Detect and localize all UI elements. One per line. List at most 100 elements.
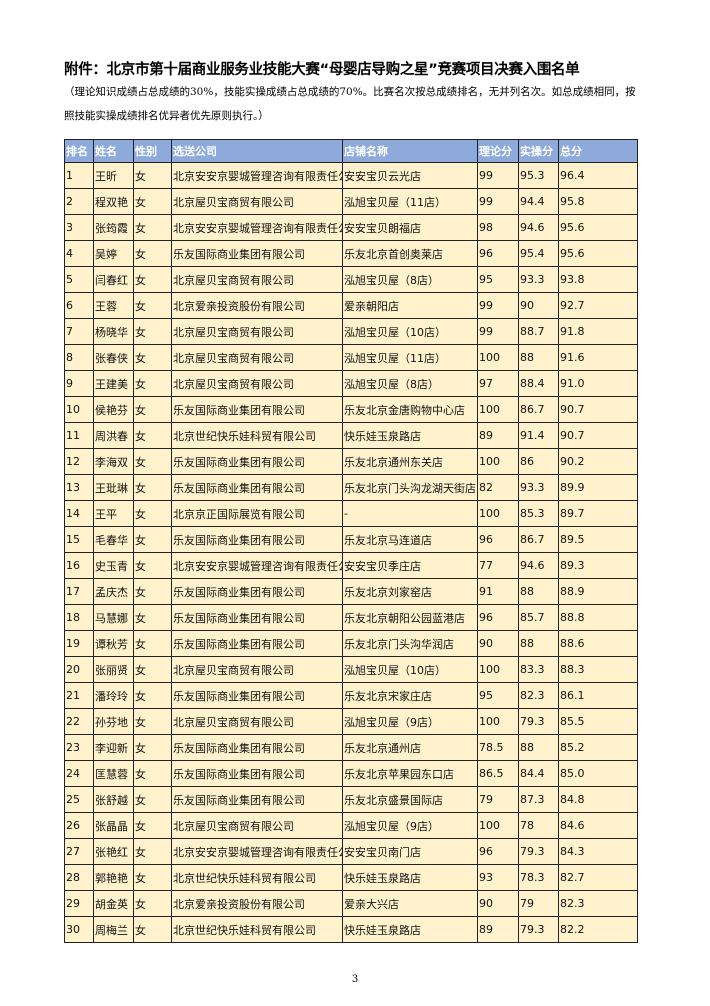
table-row: 9 王建美女北京屋贝宝商贸有限公司 泓旭宝贝屋（8店） 97 88.4 91.0 <box>64 370 638 397</box>
table-row: 16 史玉青女北京安安京婴城管理咨询有限责任公司 安安宝贝季庄店 77 94.6 89.3 <box>64 552 638 579</box>
cell-company: 北京屋贝宝商贸有限公司 <box>171 318 343 345</box>
cell-rank: 2 <box>64 188 94 215</box>
cell-practice-score: 88 <box>518 630 559 657</box>
table-row: 10 侯艳芬女乐友国际商业集团有限公司 乐友北京金唐购物中心店 100 86.7 90.7 <box>64 396 638 423</box>
cell-store: 乐友北京盛景国际店 <box>342 786 478 813</box>
cell-rank: 1 <box>64 162 94 189</box>
cell-store: 乐友北京金唐购物中心店 <box>342 396 478 423</box>
cell-total-score: 88.3 <box>558 656 638 683</box>
cell-practice-score: 87.3 <box>518 786 559 813</box>
table-row: 25 张舒越女乐友国际商业集团有限公司 乐友北京盛景国际店 79 87.3 84.8 <box>64 786 638 813</box>
cell-name: 潘玲玲 <box>93 682 134 709</box>
cell-gender: 女 <box>133 812 172 839</box>
column-header-store: 店铺名称 <box>342 139 478 163</box>
cell-gender: 女 <box>133 708 172 735</box>
cell-practice-score: 88.4 <box>518 370 559 397</box>
cell-gender: 女 <box>133 292 172 319</box>
cell-company: 北京屋贝宝商贸有限公司 <box>171 656 343 683</box>
cell-rank: 11 <box>64 422 94 449</box>
cell-theory-score: 82 <box>477 474 519 501</box>
cell-gender: 女 <box>133 448 172 475</box>
cell-total-score: 90.2 <box>558 448 638 475</box>
table-row: 23 李迎新女乐友国际商业集团有限公司 乐友北京通州店 78.5 88 85.2 <box>64 734 638 761</box>
cell-gender: 女 <box>133 500 172 527</box>
cell-company: 乐友国际商业集团有限公司 <box>171 734 343 761</box>
cell-theory-score: 100 <box>477 708 519 735</box>
cell-practice-score: 94.4 <box>518 188 559 215</box>
cell-theory-score: 93 <box>477 864 519 891</box>
cell-gender: 女 <box>133 396 172 423</box>
cell-company: 乐友国际商业集团有限公司 <box>171 682 343 709</box>
cell-name: 张舒越 <box>93 786 134 813</box>
cell-total-score: 91.8 <box>558 318 638 345</box>
cell-store: 泓旭宝贝屋（8店） <box>342 266 478 293</box>
cell-company: 乐友国际商业集团有限公司 <box>171 760 343 787</box>
table-row: 24 匡慧蓉女乐友国际商业集团有限公司 乐友北京苹果园东口店 86.5 84.4 85.0 <box>64 760 638 787</box>
cell-rank: 9 <box>64 370 94 397</box>
cell-theory-score: 90 <box>477 890 519 917</box>
cell-total-score: 88.6 <box>558 630 638 657</box>
cell-company: 北京安安京婴城管理咨询有限责任公司 <box>171 838 343 865</box>
cell-company: 北京屋贝宝商贸有限公司 <box>171 344 343 371</box>
table-row: 13 王玭琳女乐友国际商业集团有限公司 乐友北京门头沟龙湖天街店 82 93.3 89.9 <box>64 474 638 501</box>
column-header-practice-score: 实操分 <box>518 139 559 163</box>
cell-theory-score: 96 <box>477 604 519 631</box>
cell-rank: 12 <box>64 448 94 475</box>
cell-name: 王昕 <box>93 162 134 189</box>
cell-theory-score: 99 <box>477 162 519 189</box>
cell-company: 北京世纪快乐娃科贸有限公司 <box>171 422 343 449</box>
cell-total-score: 85.0 <box>558 760 638 787</box>
cell-practice-score: 86.7 <box>518 526 559 553</box>
table-row: 8 张春侠女北京屋贝宝商贸有限公司 泓旭宝贝屋（11店） 100 88 91.6 <box>64 344 638 371</box>
cell-practice-score: 88 <box>518 344 559 371</box>
cell-rank: 25 <box>64 786 94 813</box>
cell-theory-score: 99 <box>477 318 519 345</box>
cell-store: 乐友北京马连道店 <box>342 526 478 553</box>
cell-rank: 10 <box>64 396 94 423</box>
cell-rank: 3 <box>64 214 94 241</box>
cell-store: 泓旭宝贝屋（9店） <box>342 812 478 839</box>
cell-name: 王平 <box>93 500 134 527</box>
table-header-row: 排名 姓名 性别 选送公司 店铺名称 理论分 实操分 总分 <box>64 139 638 163</box>
cell-rank: 21 <box>64 682 94 709</box>
cell-store: 快乐娃玉泉路店 <box>342 864 478 891</box>
cell-name: 闫春红 <box>93 266 134 293</box>
table-row: 30 周梅兰女北京世纪快乐娃科贸有限公司 快乐娃玉泉路店 89 79.3 82.2 <box>64 916 638 943</box>
cell-store: 乐友北京宋家庄店 <box>342 682 478 709</box>
cell-name: 张春侠 <box>93 344 134 371</box>
cell-total-score: 90.7 <box>558 396 638 423</box>
cell-total-score: 82.3 <box>558 890 638 917</box>
cell-name: 王建美 <box>93 370 134 397</box>
cell-gender: 女 <box>133 786 172 813</box>
cell-practice-score: 88.7 <box>518 318 559 345</box>
cell-store: 爱亲朝阳店 <box>342 292 478 319</box>
table-row: 22 孙芬地女北京屋贝宝商贸有限公司 泓旭宝贝屋（9店） 100 79.3 85.5 <box>64 708 638 735</box>
cell-practice-score: 79 <box>518 890 559 917</box>
cell-total-score: 95.6 <box>558 240 638 267</box>
cell-company: 北京爱亲投资股份有限公司 <box>171 890 343 917</box>
table-row: 3 张筠霞女北京安安京婴城管理咨询有限责任公司 安安宝贝朗福店 98 94.6 95.6 <box>64 214 638 241</box>
table-row: 5 闫春红女北京屋贝宝商贸有限公司 泓旭宝贝屋（8店） 95 93.3 93.8 <box>64 266 638 293</box>
column-header-gender: 性别 <box>133 139 172 163</box>
cell-store: 乐友北京通州店 <box>342 734 478 761</box>
column-header-rank: 排名 <box>64 139 94 163</box>
cell-gender: 女 <box>133 474 172 501</box>
cell-theory-score: 86.5 <box>477 760 519 787</box>
cell-company: 北京屋贝宝商贸有限公司 <box>171 370 343 397</box>
cell-name: 史玉青 <box>93 552 134 579</box>
cell-total-score: 84.6 <box>558 812 638 839</box>
cell-name: 李迎新 <box>93 734 134 761</box>
cell-company: 北京安安京婴城管理咨询有限责任公司 <box>171 214 343 241</box>
cell-name: 马慧娜 <box>93 604 134 631</box>
cell-theory-score: 100 <box>477 500 519 527</box>
cell-store: 乐友北京苹果园东口店 <box>342 760 478 787</box>
cell-store: 快乐娃玉泉路店 <box>342 422 478 449</box>
cell-gender: 女 <box>133 214 172 241</box>
cell-store: - <box>342 500 478 527</box>
cell-total-score: 89.7 <box>558 500 638 527</box>
cell-gender: 女 <box>133 656 172 683</box>
cell-store: 安安宝贝云光店 <box>342 162 478 189</box>
cell-total-score: 95.6 <box>558 214 638 241</box>
table-row: 18 马慧娜女乐友国际商业集团有限公司 乐友北京朝阳公园蓝港店 96 85.7 88.8 <box>64 604 638 631</box>
table-row: 26 张晶晶女北京屋贝宝商贸有限公司 泓旭宝贝屋（9店） 100 78 84.6 <box>64 812 638 839</box>
